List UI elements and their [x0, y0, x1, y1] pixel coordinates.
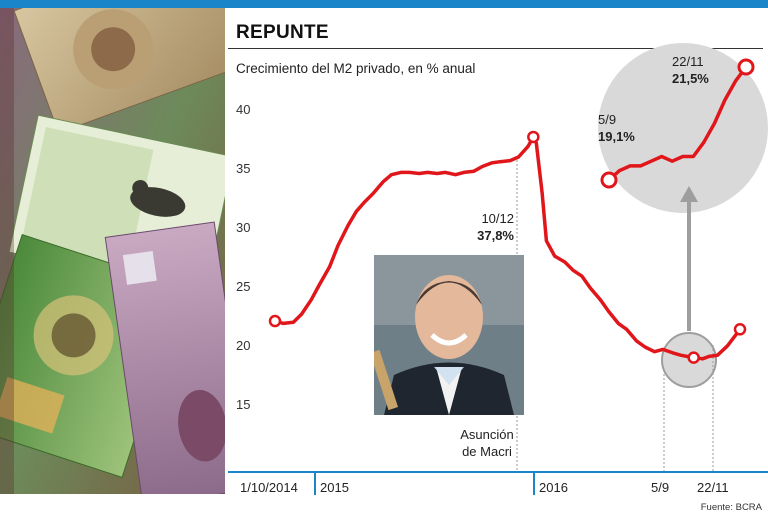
x-tick-mark-2015 [314, 471, 316, 495]
macri-photo [374, 255, 524, 415]
chart-subtitle: Crecimiento del M2 privado, en % anual [236, 61, 476, 76]
zoom-series-line [607, 65, 748, 182]
y-tick-35: 35 [236, 161, 251, 176]
macri-caption-line1: Asunción [460, 427, 514, 442]
zoom-arrow-head [680, 186, 698, 202]
y-tick-15: 15 [236, 397, 251, 412]
peak-value: 37,8% [477, 228, 514, 243]
end-annotation: 22/11 21,5% [672, 53, 709, 87]
x-tick-start: 1/10/2014 [240, 480, 298, 495]
m2-series-line [274, 135, 742, 361]
x-tick-2016: 2016 [539, 480, 568, 495]
top-accent-bar [0, 0, 768, 8]
macri-caption-line2: de Macri [462, 444, 512, 459]
banknotes-photo [0, 8, 225, 494]
end-point [733, 323, 747, 336]
x-tick-22-11: 22/11 [697, 480, 729, 495]
zoom-circle [598, 43, 768, 213]
x-axis-line [228, 471, 768, 473]
low-annotation: 5/9 19,1% [598, 111, 635, 145]
title-divider [228, 48, 763, 49]
peak-point [527, 130, 540, 144]
chart-title: REPUNTE [236, 22, 329, 43]
low-point [687, 351, 700, 364]
y-tick-25: 25 [236, 279, 251, 294]
y-tick-20: 20 [236, 338, 251, 353]
x-tick-5-9: 5/9 [651, 480, 670, 495]
start-point [268, 314, 282, 328]
y-tick-30: 30 [236, 220, 251, 235]
source-note: Fuente: BCRA [700, 502, 762, 513]
end-date: 22/11 [672, 54, 704, 69]
zoom-low-point [600, 171, 618, 189]
x-tick-mark-2016 [533, 471, 535, 495]
peak-date: 10/12 [481, 211, 514, 226]
y-tick-40: 40 [236, 102, 251, 117]
macri-caption: Asunción de Macri [455, 426, 519, 460]
end-value: 21,5% [672, 71, 709, 86]
low-value: 19,1% [598, 129, 635, 144]
low-date: 5/9 [598, 112, 617, 127]
zoom-end-point [737, 58, 755, 76]
x-tick-2015: 2015 [320, 480, 349, 495]
peak-annotation: 10/12 37,8% [460, 210, 514, 244]
